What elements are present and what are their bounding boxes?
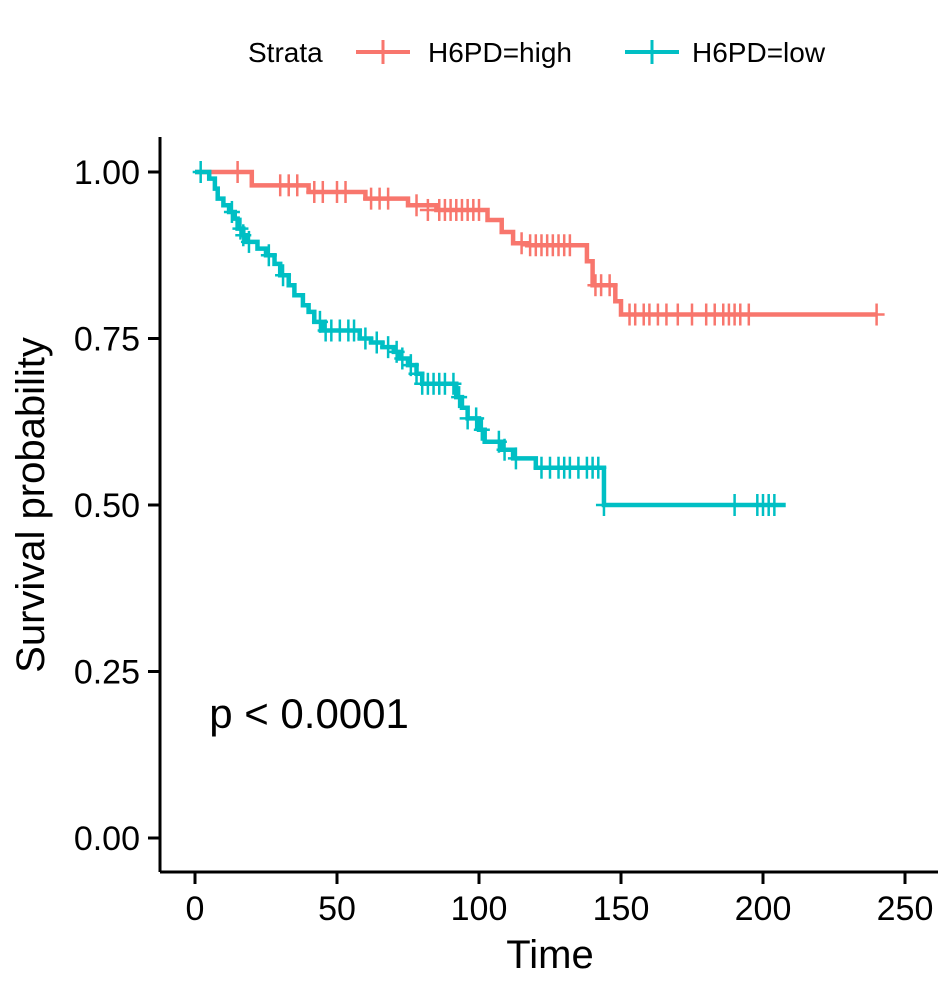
y-ticks: 0.00 0.25 0.50 0.75 1.00 xyxy=(74,154,160,858)
legend-label-high: H6PD=high xyxy=(428,37,572,68)
y-axis-title: Survival probability xyxy=(9,337,53,673)
y-tick-label: 1.00 xyxy=(74,154,140,192)
x-tick-label: 200 xyxy=(735,890,792,928)
x-tick-label: 0 xyxy=(186,890,205,928)
legend: Strata H6PD=high H6PD=low xyxy=(248,37,826,68)
y-tick-label: 0.00 xyxy=(74,820,140,858)
y-tick-label: 0.75 xyxy=(74,321,140,359)
p-value-annotation: p < 0.0001 xyxy=(209,690,409,737)
x-tick-label: 100 xyxy=(451,890,508,928)
legend-title: Strata xyxy=(248,37,323,68)
series-high xyxy=(195,161,885,326)
x-ticks: 0 50 100 150 200 250 xyxy=(186,872,934,928)
x-tick-label: 250 xyxy=(877,890,934,928)
x-tick-label: 150 xyxy=(593,890,650,928)
series-low xyxy=(192,161,786,516)
x-tick-label: 50 xyxy=(318,890,356,928)
y-tick-label: 0.50 xyxy=(74,487,140,525)
legend-item-high: H6PD=high xyxy=(356,37,572,68)
y-tick-label: 0.25 xyxy=(74,654,140,692)
x-axis-title: Time xyxy=(506,933,593,977)
series-layer xyxy=(192,161,885,516)
legend-item-low: H6PD=low xyxy=(625,37,826,68)
legend-label-low: H6PD=low xyxy=(692,37,826,68)
